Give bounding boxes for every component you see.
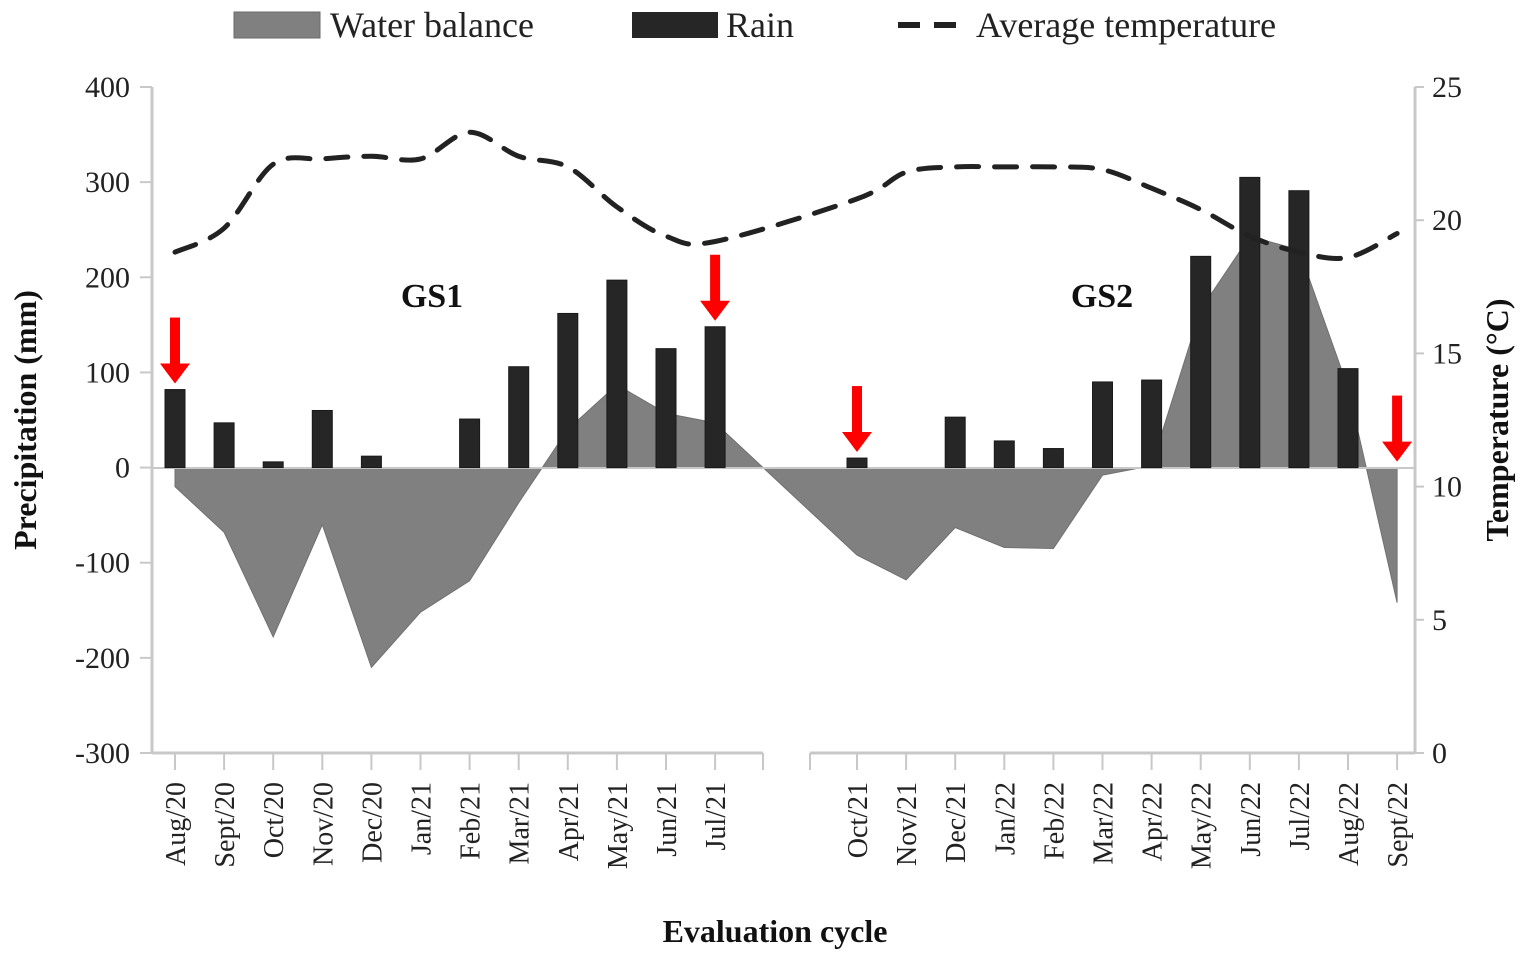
y-axis-title-right: Temperature (°C) xyxy=(1479,299,1515,542)
arrow-head xyxy=(1382,441,1413,462)
x-ticks: Aug/20 Sept/20 Oct/20 Nov/20 Dec/20 Jan/21 Feb… xyxy=(161,753,1414,869)
rain-bar xyxy=(944,416,966,469)
x-tick-label: Aug/22 xyxy=(1334,782,1365,866)
rain-bar xyxy=(262,461,284,469)
arrow-shaft xyxy=(710,254,721,305)
y-tick-label-left: -100 xyxy=(75,547,130,580)
x-tick-label: Jun/21 xyxy=(652,782,683,857)
x-tick-label: Feb/21 xyxy=(456,782,487,860)
red-arrow-icon xyxy=(700,254,731,321)
arrow-head xyxy=(700,300,731,321)
red-arrow-icon xyxy=(842,386,872,453)
y-tick-label-left: 400 xyxy=(85,71,130,104)
axes: 400 300 200 100 0 -100 -200 -300 25 20 15 10 5 0 Aug… xyxy=(75,71,1462,869)
arrow-shaft xyxy=(170,317,180,368)
rain-bar xyxy=(655,348,677,469)
y-tick-label-right: 10 xyxy=(1432,471,1462,504)
arrow-head xyxy=(842,432,872,453)
legend-label-rain: Rain xyxy=(726,5,794,45)
x-tick-label: Jul/22 xyxy=(1285,782,1316,850)
arrow-shaft xyxy=(1392,395,1403,446)
legend-swatch-rain xyxy=(632,12,718,38)
y-tick-label-left: -300 xyxy=(75,737,130,770)
y-tick-label-left: 100 xyxy=(85,356,130,389)
water-balance-series xyxy=(174,235,1398,669)
y-tick-label-left: 200 xyxy=(85,261,130,294)
x-tick-label: Oct/20 xyxy=(259,782,290,858)
x-tick-label: Apr/22 xyxy=(1138,782,1169,861)
y-tick-label-right: 0 xyxy=(1432,737,1447,770)
water-balance-area xyxy=(174,235,1398,669)
rain-bar xyxy=(704,326,726,469)
rain-bar xyxy=(846,457,868,469)
red-arrow-icon xyxy=(160,317,190,384)
x-tick-label: Feb/22 xyxy=(1039,782,1070,860)
y-tick-label-right: 5 xyxy=(1432,604,1447,637)
legend-label-water-balance: Water balance xyxy=(330,5,534,45)
x-tick-label: Mar/21 xyxy=(505,782,536,864)
rain-bar xyxy=(311,409,333,469)
y-tick-label-left: 0 xyxy=(115,452,130,485)
x-tick-label: Nov/21 xyxy=(892,782,923,866)
temperature-line xyxy=(172,129,1400,261)
rain-bar xyxy=(557,312,579,469)
legend-item-water-balance: Water balance xyxy=(233,5,534,45)
x-tick-label: Sept/22 xyxy=(1383,782,1414,868)
rain-bar xyxy=(508,366,530,469)
legend-item-rain: Rain xyxy=(632,5,794,45)
rain-bar xyxy=(1042,448,1064,469)
x-tick-label: Jan/21 xyxy=(407,782,438,855)
x-tick-label: Jul/21 xyxy=(701,782,732,850)
rain-bar xyxy=(1288,190,1310,469)
annotation-gs1: GS1 xyxy=(401,278,463,315)
annotation-gs2: GS2 xyxy=(1071,278,1133,315)
rain-bar xyxy=(459,418,481,469)
y-axis-title-left: Precipitation (mm) xyxy=(7,290,43,550)
x-tick-label: Sept/20 xyxy=(210,782,241,868)
rain-bar xyxy=(213,422,235,469)
x-tick-label: Jun/22 xyxy=(1236,782,1267,857)
rain-bar xyxy=(164,389,186,469)
y-tick-label-right: 20 xyxy=(1432,204,1462,237)
rain-bar xyxy=(1337,368,1359,469)
legend-label-temperature: Average temperature xyxy=(976,5,1276,45)
x-tick-label: Dec/21 xyxy=(941,782,972,863)
x-tick-label: Aug/20 xyxy=(161,782,192,866)
legend: Water balance Rain Average temperature xyxy=(233,5,1276,45)
x-tick-label: May/21 xyxy=(603,782,634,869)
rain-series xyxy=(164,176,1359,469)
y-tick-label-right: 15 xyxy=(1432,337,1462,370)
y-tick-label-left: 300 xyxy=(85,166,130,199)
rain-bar xyxy=(1092,381,1113,469)
legend-item-temperature: Average temperature xyxy=(898,5,1276,45)
rain-bar xyxy=(1239,176,1261,469)
x-tick-label: Oct/21 xyxy=(843,782,874,858)
arrows xyxy=(160,254,1413,462)
x-tick-label: Nov/20 xyxy=(308,782,339,866)
y-ticks-right: 25 20 15 10 5 0 xyxy=(1415,71,1462,770)
y-tick-label-left: -200 xyxy=(75,642,130,675)
rain-bar xyxy=(993,440,1015,469)
arrow-head xyxy=(160,363,190,384)
rain-bar xyxy=(1190,255,1212,469)
y-tick-label-right: 25 xyxy=(1432,71,1462,104)
x-tick-label: Apr/21 xyxy=(554,782,585,861)
x-tick-label: Dec/20 xyxy=(357,782,388,863)
x-axis-title: Evaluation cycle xyxy=(663,913,888,949)
temperature-series xyxy=(172,129,1400,261)
x-tick-label: Jan/22 xyxy=(990,782,1021,855)
y-ticks-left: 400 300 200 100 0 -100 -200 -300 xyxy=(75,71,152,770)
red-arrow-icon xyxy=(1382,395,1413,462)
arrow-shaft xyxy=(852,386,862,437)
rain-bar xyxy=(606,279,628,469)
rain-bar xyxy=(360,455,382,469)
rain-bar xyxy=(1141,379,1163,469)
legend-swatch-water-balance xyxy=(233,11,321,39)
x-tick-label: Mar/22 xyxy=(1089,782,1120,864)
x-tick-label: May/22 xyxy=(1187,782,1218,869)
